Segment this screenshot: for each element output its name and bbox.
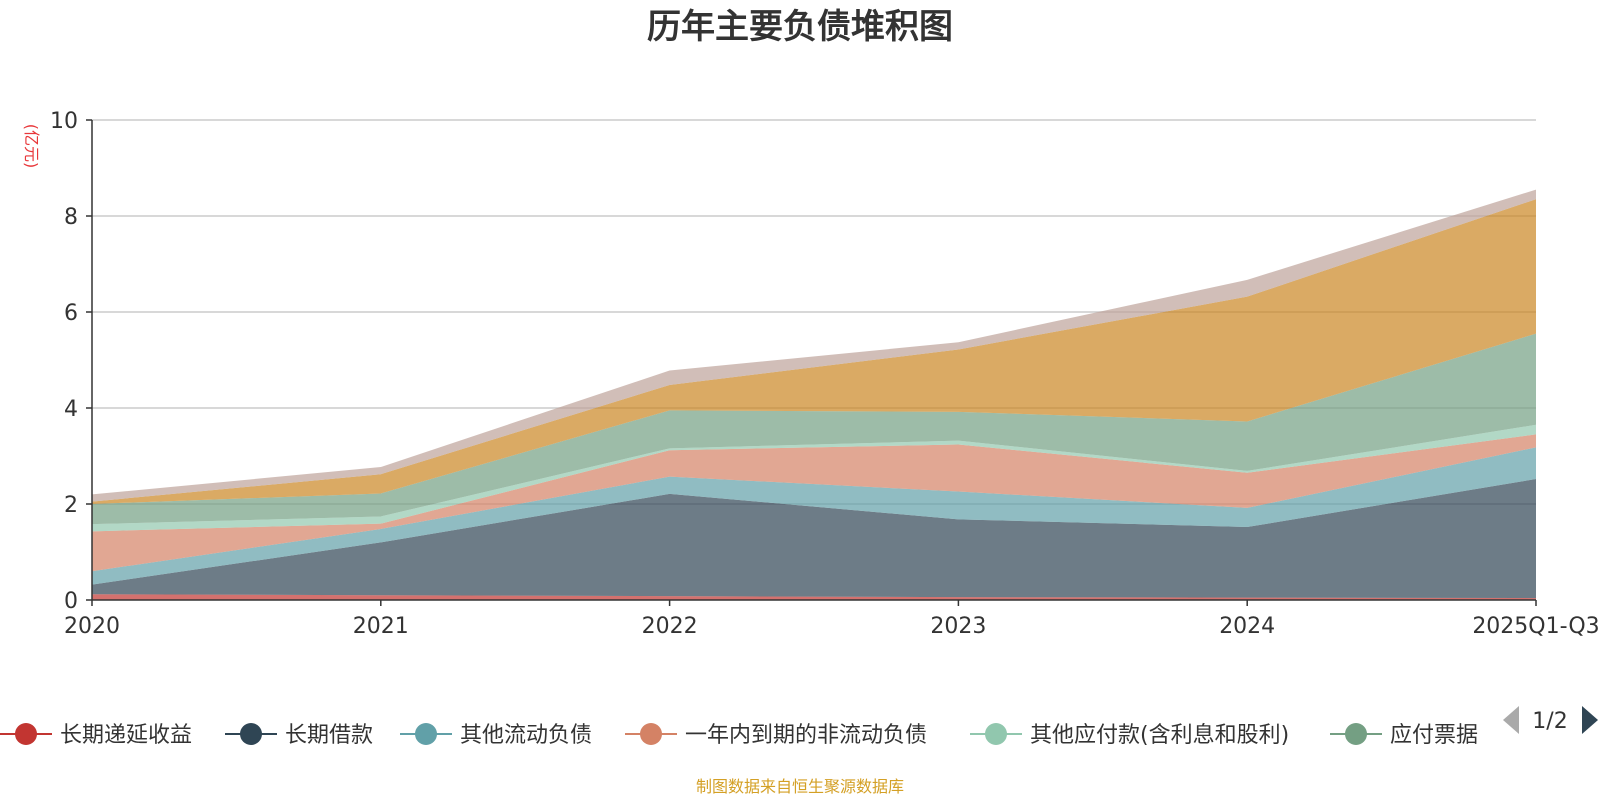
legend-next-arrow-icon[interactable] [1582, 706, 1598, 734]
x-tick-label: 2022 [642, 614, 698, 639]
y-tick-label: 0 [64, 589, 78, 614]
legend-item[interactable]: 长期借款 [225, 723, 373, 748]
legend[interactable]: 长期递延收益 长期借款 其他流动负债 一年内到期的非流动负债 其他应付款(含利息和股利)… [0, 723, 1478, 748]
area-0 [92, 594, 1536, 600]
area-series [92, 189, 1536, 600]
x-tick-label: 2023 [930, 614, 986, 639]
y-axis-label: (亿元) [22, 124, 41, 169]
x-tick-label: 2024 [1219, 614, 1275, 639]
y-tick-label: 10 [50, 109, 78, 134]
legend-swatch-icon [1345, 723, 1367, 745]
legend-swatch-icon [640, 723, 662, 745]
legend-label: 其他应付款(含利息和股利) [1030, 723, 1289, 748]
legend-label: 长期借款 [285, 723, 373, 748]
y-tick-label: 6 [64, 301, 78, 326]
legend-item[interactable]: 其他流动负债 [400, 723, 592, 748]
legend-item[interactable]: 应付票据 [1330, 723, 1478, 748]
area-4 [92, 424, 1536, 532]
area-5 [92, 333, 1536, 525]
y-tick-label: 8 [64, 205, 78, 230]
legend-prev-arrow-icon[interactable] [1503, 706, 1519, 734]
axes [86, 119, 1537, 606]
legend-swatch-icon [415, 723, 437, 745]
legend-swatch-icon [15, 723, 37, 745]
legend-label: 一年内到期的非流动负债 [685, 723, 927, 748]
legend-item[interactable]: 一年内到期的非流动负债 [625, 723, 927, 748]
legend-page-indicator: 1/2 [1532, 709, 1567, 734]
legend-item[interactable]: 其他应付款(含利息和股利) [970, 723, 1289, 748]
legend-item[interactable]: 长期递延收益 [0, 723, 192, 748]
x-tick-labels: 2020 2021 2022 2023 2024 2025Q1-Q3 [64, 614, 1600, 639]
area-2 [92, 447, 1536, 585]
area-1 [92, 479, 1536, 599]
x-tick-label: 2021 [353, 614, 409, 639]
y-tick-label: 4 [64, 397, 78, 422]
legend-label: 其他流动负债 [460, 723, 592, 748]
legend-label: 应付票据 [1390, 723, 1478, 748]
x-tick-label: 2020 [64, 614, 120, 639]
source-note: 制图数据来自恒生聚源数据库 [696, 777, 904, 796]
chart-title: 历年主要负债堆积图 [647, 7, 953, 47]
area-6 [92, 199, 1536, 504]
legend-swatch-icon [240, 723, 262, 745]
area-3 [92, 434, 1536, 572]
x-tick-label: 2025Q1-Q3 [1472, 614, 1599, 639]
y-tick-label: 2 [64, 493, 78, 518]
legend-pager: 1/2 [1503, 706, 1598, 734]
y-tick-labels: 0 2 4 6 8 10 [50, 109, 78, 614]
legend-swatch-icon [985, 723, 1007, 745]
legend-label: 长期递延收益 [60, 723, 192, 748]
